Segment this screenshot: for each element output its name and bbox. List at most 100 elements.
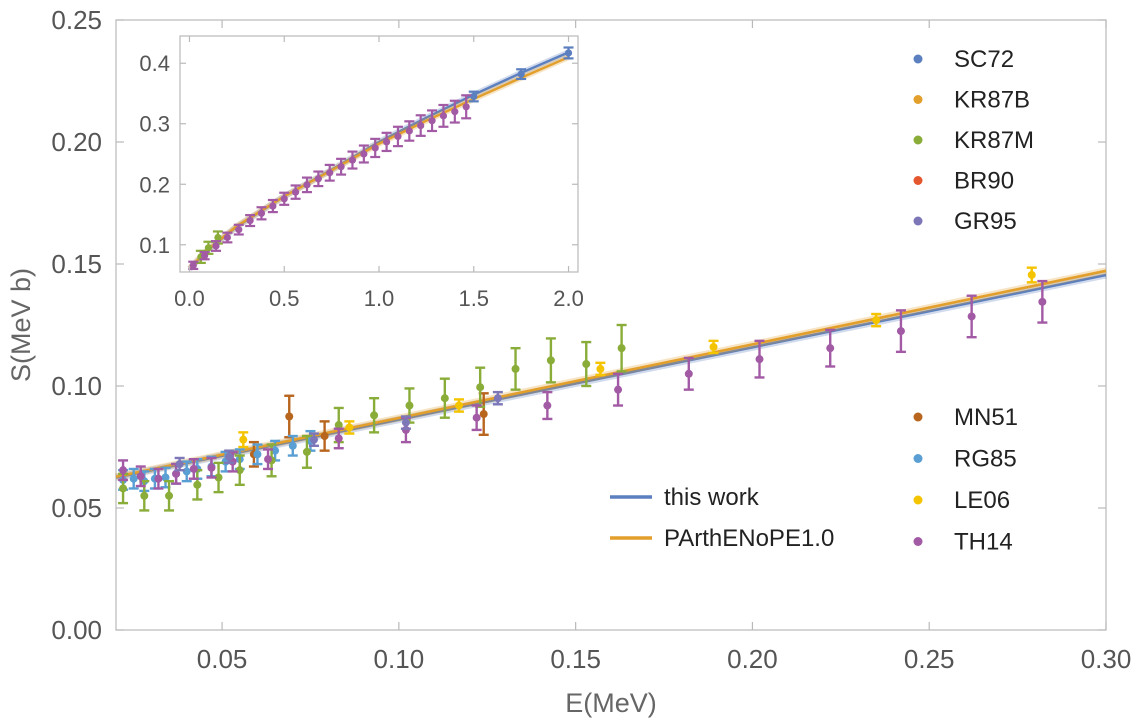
main-x-tick-label: 0.20: [727, 644, 778, 674]
data-point: [345, 423, 354, 432]
legend-label-mn51: MN51: [954, 404, 1018, 431]
data-point: [709, 342, 718, 351]
data-point: [189, 261, 197, 269]
data-point: [310, 435, 318, 444]
data-point: [428, 117, 436, 125]
data-point: [161, 473, 170, 482]
data-point: [175, 460, 184, 469]
data-point: [136, 472, 145, 481]
data-point: [189, 464, 198, 473]
data-point: [337, 163, 345, 171]
main-series-kr87m: [118, 323, 627, 512]
data-point: [596, 364, 605, 373]
data-point: [755, 355, 764, 364]
data-point: [439, 112, 448, 120]
data-point: [493, 394, 502, 403]
data-point: [371, 144, 379, 152]
inset-y-tick-label: 0.1: [139, 233, 170, 258]
main-x-tick-label: 0.30: [1081, 644, 1132, 674]
data-point: [417, 121, 425, 130]
data-point: [320, 432, 329, 441]
inset-fit-lines: [187, 49, 570, 272]
data-point: [119, 466, 128, 475]
data-point: [285, 412, 294, 421]
main-series-th14: [118, 279, 1048, 490]
inset-fit-line-parthenope1-0: [188, 56, 569, 270]
data-point: [546, 356, 555, 365]
data-point: [348, 156, 357, 164]
data-point: [470, 92, 478, 101]
main-y-tick-label: 0.20: [51, 127, 102, 157]
data-point: [140, 491, 149, 500]
inset-y-tick-label: 0.2: [139, 172, 170, 197]
inset-x-tick-label: 1.0: [364, 286, 395, 311]
main-x-tick-label: 0.25: [904, 644, 955, 674]
main-plot-frame: [115, 19, 1107, 631]
legend-label-th14: TH14: [954, 529, 1013, 556]
main-data-points: [118, 266, 1048, 512]
data-point: [334, 434, 343, 443]
legend-label-gr95: GR95: [954, 208, 1017, 235]
data-point: [511, 364, 520, 373]
data-point: [382, 138, 391, 146]
data-point: [269, 202, 277, 210]
inset-data-points: [188, 46, 574, 271]
main-series-mn51: [248, 392, 489, 468]
data-point: [684, 369, 693, 378]
legend-marker-kr87b: [913, 95, 923, 104]
data-point: [472, 413, 481, 422]
inset-y-ticks: 0.1 0.2 0.3 0.4: [139, 51, 578, 258]
main-y-tick-label: 0.15: [51, 249, 102, 279]
data-point: [302, 447, 311, 456]
data-point: [288, 441, 297, 450]
legend-label-rg85: RG85: [954, 446, 1017, 473]
data-point: [582, 360, 591, 369]
data-point: [292, 188, 300, 196]
main-y-tick-label: 0.25: [51, 5, 102, 35]
inset-x-tick-label: 0.0: [174, 286, 205, 311]
data-point: [614, 385, 623, 394]
legend-label-kr87m: KR87M: [954, 127, 1034, 154]
main-x-tick-label: 0.15: [550, 644, 601, 674]
data-point: [967, 312, 976, 321]
data-point: [257, 209, 266, 217]
data-point: [405, 401, 414, 410]
legend-bottom: MN51 RG85 LE06 TH14: [913, 404, 1018, 556]
inset-series-sc72: [468, 46, 574, 103]
legend-marker-rg85: [913, 454, 923, 463]
inset-y-tick-label: 0.4: [139, 51, 170, 76]
legend-label-sc72: SC72: [954, 46, 1014, 73]
data-point: [129, 474, 138, 483]
data-point: [235, 226, 243, 234]
data-point: [212, 242, 220, 250]
data-point: [394, 132, 402, 141]
inset-x-ticks: 0.0 0.5 1.0 1.5 2.0: [174, 36, 584, 311]
data-point: [896, 327, 905, 336]
x-axis-title: E(MeV): [565, 688, 657, 718]
data-point: [872, 316, 881, 325]
data-point: [405, 127, 413, 135]
data-point: [214, 233, 222, 242]
main-fit-lines: [115, 267, 1107, 481]
data-point: [476, 383, 485, 392]
data-point: [334, 421, 343, 430]
data-point: [543, 401, 552, 410]
legend-marker-mn51: [913, 412, 923, 422]
data-point: [204, 244, 213, 252]
legend-marker-kr87m: [913, 135, 923, 145]
data-point: [462, 103, 470, 111]
data-point: [119, 484, 128, 493]
inset-x-tick-label: 0.5: [269, 286, 300, 311]
inset-x-tick-label: 2.0: [553, 286, 584, 311]
data-point: [264, 455, 273, 464]
data-point: [225, 452, 234, 461]
data-point: [223, 233, 231, 242]
data-point: [517, 70, 525, 78]
data-point: [165, 491, 174, 500]
y-axis-title: S(MeV b): [6, 268, 36, 382]
data-point: [826, 344, 835, 353]
main-y-tick-label: 0.00: [51, 615, 102, 645]
main-y-tick-label: 0.10: [51, 371, 102, 401]
legend-top: SC72 KR87B KR87M BR90 GR95: [913, 46, 1034, 235]
data-point: [246, 216, 254, 225]
